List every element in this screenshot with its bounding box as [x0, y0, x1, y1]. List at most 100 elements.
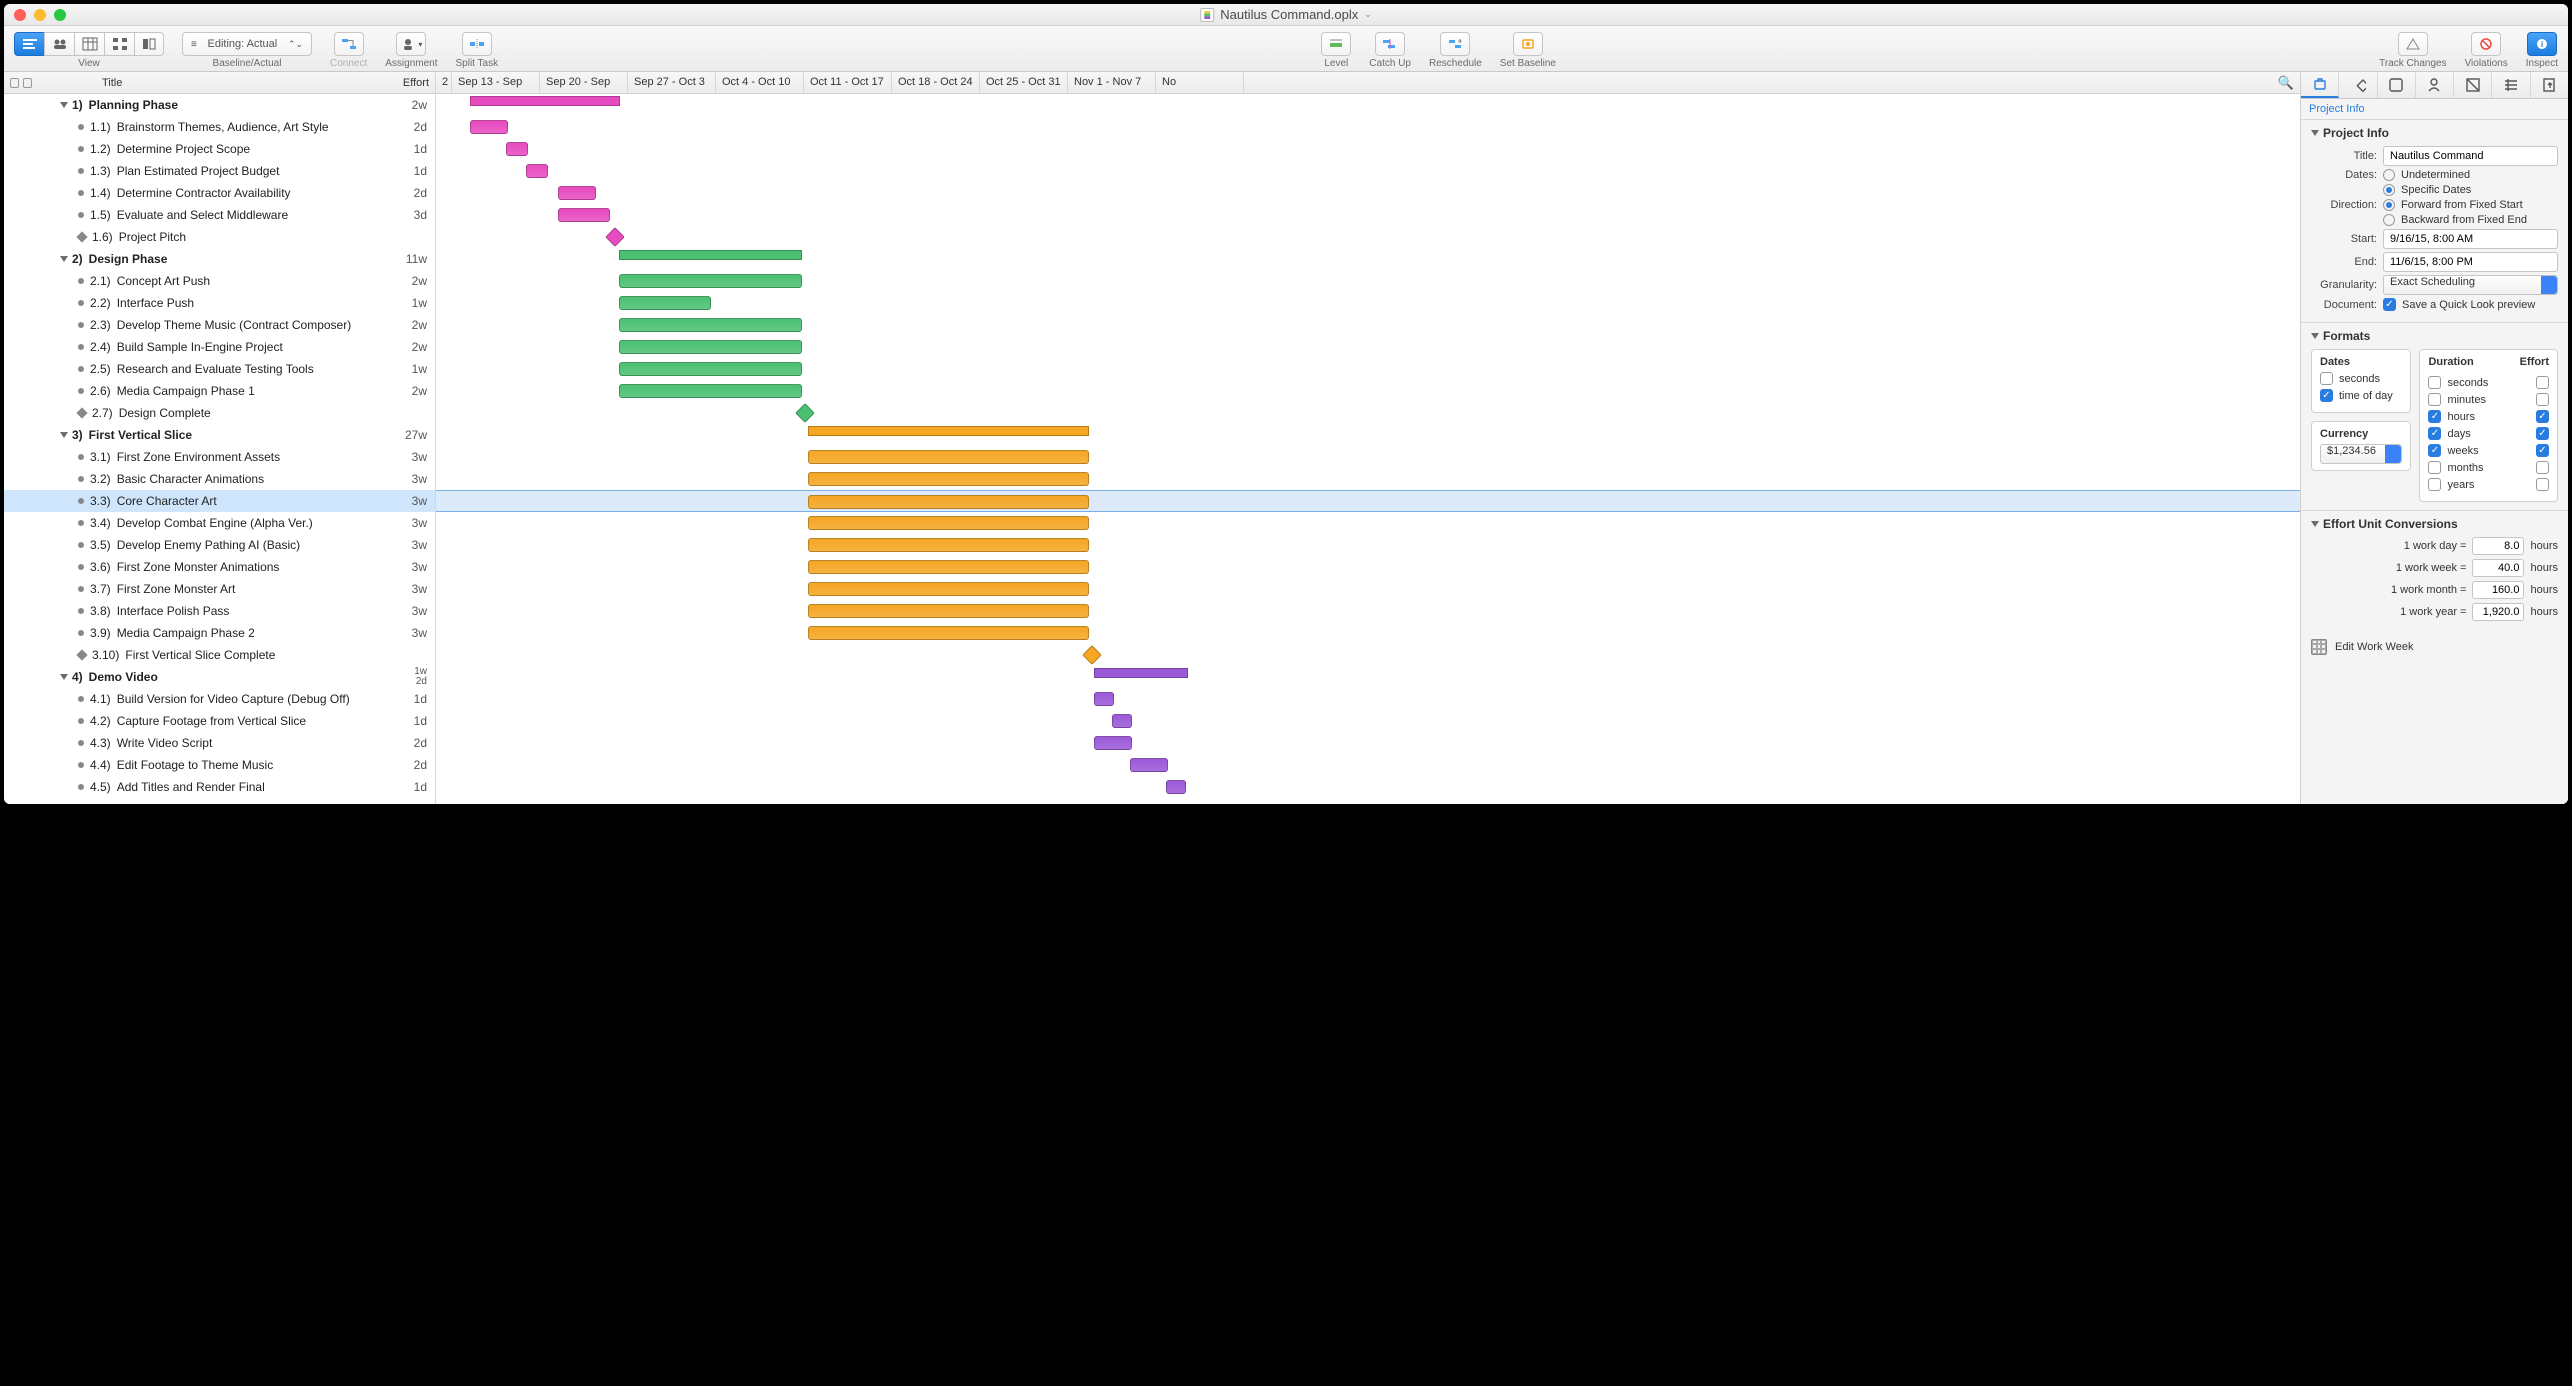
timeline-header-cell[interactable]: Nov 1 - Nov 7 [1068, 72, 1156, 93]
disclosure-icon[interactable] [60, 102, 68, 108]
gantt-task-bar[interactable] [808, 450, 1089, 464]
gantt-summary-bar[interactable] [470, 96, 620, 106]
gantt-body[interactable] [436, 94, 2300, 804]
outline-row[interactable]: 2.4)Build Sample In-Engine Project2w [4, 336, 435, 358]
gantt-task-bar[interactable] [619, 318, 802, 332]
outline-row[interactable]: 2)Design Phase11w [4, 248, 435, 270]
outline-row[interactable]: 3.7)First Zone Monster Art3w [4, 578, 435, 600]
outline-row[interactable]: 3.9)Media Campaign Phase 23w [4, 622, 435, 644]
outline-row[interactable]: 4.1)Build Version for Video Capture (Deb… [4, 688, 435, 710]
gantt-task-bar[interactable] [1130, 758, 1168, 772]
tab-styles-icon[interactable] [2454, 72, 2492, 98]
outline-row[interactable]: 2.3)Develop Theme Music (Contract Compos… [4, 314, 435, 336]
gantt-row[interactable] [436, 138, 2300, 160]
split-button[interactable] [462, 32, 492, 56]
disclosure-icon[interactable] [60, 674, 68, 680]
outline-row[interactable]: 1.4)Determine Contractor Availability2d [4, 182, 435, 204]
start-input[interactable] [2383, 229, 2558, 249]
view-style-button[interactable] [134, 32, 164, 56]
tab-export-icon[interactable] [2531, 72, 2568, 98]
outline-row[interactable]: 1.5)Evaluate and Select Middleware3d [4, 204, 435, 226]
gantt-task-bar[interactable] [506, 142, 528, 156]
duration-weeks-checkbox[interactable]: ✓ [2428, 444, 2441, 457]
conv-input[interactable] [2472, 603, 2524, 621]
duration-months-checkbox[interactable] [2428, 461, 2441, 474]
gantt-row[interactable] [436, 424, 2300, 446]
close-button[interactable] [14, 9, 26, 21]
outline-row[interactable]: 3.4)Develop Combat Engine (Alpha Ver.)3w [4, 512, 435, 534]
baseline-dropdown[interactable]: ≡ Editing: Actual ⌃⌄ [182, 32, 312, 56]
gantt-task-bar[interactable] [526, 164, 548, 178]
outline-row[interactable]: 1.2)Determine Project Scope1d [4, 138, 435, 160]
gantt-row[interactable] [436, 512, 2300, 534]
title-input[interactable] [2383, 146, 2558, 166]
gantt-summary-bar[interactable] [1094, 668, 1188, 678]
gantt-row[interactable] [436, 226, 2300, 248]
effort-days-checkbox[interactable]: ✓ [2536, 427, 2549, 440]
quicklook-checkbox[interactable]: ✓ [2383, 298, 2396, 311]
outline-row[interactable]: 4.4)Edit Footage to Theme Music2d [4, 754, 435, 776]
granularity-select[interactable]: Exact Scheduling [2383, 275, 2558, 295]
gantt-task-bar[interactable] [808, 604, 1089, 618]
gantt-task-bar[interactable] [808, 626, 1089, 640]
gantt-row[interactable] [436, 490, 2300, 512]
gantt-row[interactable] [436, 578, 2300, 600]
gantt-task-bar[interactable] [1094, 736, 1132, 750]
tab-milestones-icon[interactable] [2339, 72, 2377, 98]
gantt-row[interactable] [436, 292, 2300, 314]
gantt-row[interactable] [436, 710, 2300, 732]
effort-minutes-checkbox[interactable] [2536, 393, 2549, 406]
timeline-header-cell[interactable]: 2 [436, 72, 452, 93]
outline-row[interactable]: 3.3)Core Character Art3w [4, 490, 435, 512]
document-title[interactable]: Nautilus Command.oplx ⌄ [1200, 7, 1372, 22]
magnify-icon[interactable]: 🔍 [2278, 75, 2294, 91]
timeline-header-cell[interactable]: No [1156, 72, 1244, 93]
currency-select[interactable]: $1,234.56 [2320, 444, 2402, 464]
conv-input[interactable] [2472, 559, 2524, 577]
edit-workweek-button[interactable]: Edit Work Week [2301, 633, 2568, 661]
gantt-milestone[interactable] [795, 403, 815, 423]
gantt-task-bar[interactable] [808, 538, 1089, 552]
gantt-milestone[interactable] [1082, 645, 1102, 665]
flag-icon[interactable] [10, 78, 19, 88]
gantt-row[interactable] [436, 446, 2300, 468]
gantt-row[interactable] [436, 666, 2300, 688]
gantt-row[interactable] [436, 622, 2300, 644]
tab-task-icon[interactable] [2378, 72, 2416, 98]
timeline-header-cell[interactable]: Sep 27 - Oct 3 [628, 72, 716, 93]
dir-fwd-radio[interactable] [2383, 199, 2395, 211]
reschedule-button[interactable] [1440, 32, 1470, 56]
gantt-summary-bar[interactable] [619, 250, 802, 260]
gantt-summary-bar[interactable] [808, 426, 1089, 436]
gantt-row[interactable] [436, 116, 2300, 138]
gantt-row[interactable] [436, 556, 2300, 578]
gantt-task-bar[interactable] [619, 362, 802, 376]
gantt-row[interactable] [436, 732, 2300, 754]
outline-row[interactable]: 3.5)Develop Enemy Pathing AI (Basic)3w [4, 534, 435, 556]
duration-minutes-checkbox[interactable] [2428, 393, 2441, 406]
formats-header[interactable]: Formats [2311, 329, 2558, 343]
gantt-task-bar[interactable] [808, 472, 1089, 486]
project-info-header[interactable]: Project Info [2311, 126, 2558, 140]
dates-spec-radio[interactable] [2383, 184, 2395, 196]
gantt-row[interactable] [436, 160, 2300, 182]
timeline-header-cell[interactable]: Sep 13 - Sep [452, 72, 540, 93]
gantt-row[interactable] [436, 600, 2300, 622]
gantt-row[interactable] [436, 314, 2300, 336]
gantt-row[interactable] [436, 754, 2300, 776]
outline-row[interactable]: 4.3)Write Video Script2d [4, 732, 435, 754]
outline-row[interactable]: 1.3)Plan Estimated Project Budget1d [4, 160, 435, 182]
gantt-row[interactable] [436, 182, 2300, 204]
tab-resource-icon[interactable] [2416, 72, 2454, 98]
effort-months-checkbox[interactable] [2536, 461, 2549, 474]
timeline-header-cell[interactable]: Oct 18 - Oct 24 [892, 72, 980, 93]
timeofday-checkbox[interactable]: ✓ [2320, 389, 2333, 402]
outline-row[interactable]: 3.1)First Zone Environment Assets3w [4, 446, 435, 468]
gantt-task-bar[interactable] [619, 384, 802, 398]
timeline-header-cell[interactable]: Oct 25 - Oct 31 [980, 72, 1068, 93]
gantt-row[interactable] [436, 402, 2300, 424]
gantt-task-bar[interactable] [808, 495, 1089, 509]
dates-undet-radio[interactable] [2383, 169, 2395, 181]
outline-row[interactable]: 3.10)First Vertical Slice Complete [4, 644, 435, 666]
gantt-task-bar[interactable] [558, 186, 596, 200]
